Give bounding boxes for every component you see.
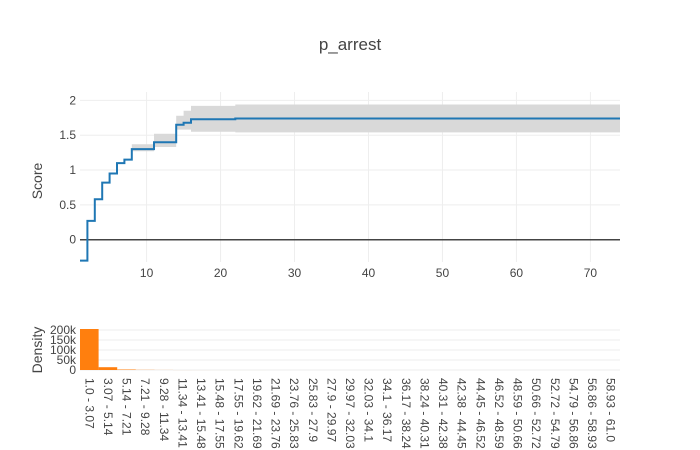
density-bar xyxy=(98,367,118,370)
density-x-tick: 44.45 - 46.52 xyxy=(473,378,487,449)
density-bar xyxy=(80,329,99,370)
score-y-tick: 1.5 xyxy=(59,128,76,142)
density-x-tick: 25.83 - 27.9 xyxy=(306,378,320,442)
density-x-tick: 17.55 - 19.62 xyxy=(231,378,245,449)
density-x-tick: 11.34 - 13.41 xyxy=(175,378,189,448)
density-x-tick: 38.24 - 40.31 xyxy=(418,378,432,449)
score-step-line xyxy=(80,117,620,262)
density-x-tick: 40.31 - 42.38 xyxy=(436,378,450,449)
density-x-tick: 36.17 - 38.24 xyxy=(399,378,413,449)
score-x-tick: 60 xyxy=(510,266,524,280)
density-x-tick: 3.07 - 5.14 xyxy=(101,378,115,436)
density-x-tick: 32.03 - 34.1 xyxy=(362,378,376,442)
score-x-tick: 70 xyxy=(584,266,598,280)
chart-title: p_arrest xyxy=(319,35,382,54)
density-y-tick: 50k xyxy=(57,353,77,367)
density-x-tick: 58.93 - 61.0 xyxy=(604,378,618,442)
density-y-axis-label: Density xyxy=(29,327,45,374)
density-x-tick: 7.21 - 9.28 xyxy=(138,378,152,436)
density-x-tick: 19.62 - 21.69 xyxy=(250,378,264,449)
density-x-tick: 29.97 - 32.03 xyxy=(343,378,357,449)
score-y-tick: 0 xyxy=(69,233,76,247)
density-y-tick: 150k xyxy=(50,333,77,347)
density-x-tick: 27.9 - 29.97 xyxy=(324,378,338,442)
score-x-tick: 10 xyxy=(140,266,154,280)
score-y-tick: 2 xyxy=(69,93,76,107)
score-line-series xyxy=(80,117,620,262)
score-x-tick: 20 xyxy=(214,266,228,280)
density-x-tick: 46.52 - 48.59 xyxy=(492,378,506,449)
score-x-tick: 30 xyxy=(288,266,302,280)
density-bars xyxy=(80,329,267,371)
density-x-tick: 54.79 - 56.86 xyxy=(566,378,580,449)
score-y-tick-labels: 0 0.5 1 1.5 2 xyxy=(59,93,76,246)
score-x-tick: 40 xyxy=(362,266,376,280)
density-x-tick: 34.1 - 36.17 xyxy=(380,378,394,442)
density-x-tick: 23.76 - 25.83 xyxy=(287,378,301,449)
density-x-tick: 5.14 - 7.21 xyxy=(120,378,134,436)
score-x-tick-labels: 10 20 30 40 50 60 70 xyxy=(140,266,598,280)
score-y-tick: 0.5 xyxy=(59,198,76,212)
score-y-tick: 1 xyxy=(69,163,76,177)
density-x-tick: 1.0 - 3.07 xyxy=(82,378,96,429)
density-y-tick: 100k xyxy=(50,343,77,357)
density-x-tick: 42.38 - 44.45 xyxy=(455,378,469,449)
density-y-tick: 200k xyxy=(50,323,77,337)
score-x-tick: 50 xyxy=(436,266,450,280)
density-x-tick: 52.72 - 54.79 xyxy=(548,378,562,449)
density-gridlines xyxy=(80,329,620,371)
score-band-area xyxy=(80,104,620,261)
density-y-tick: 0 xyxy=(69,363,76,377)
density-x-tick: 9.28 - 11.34 xyxy=(157,378,171,441)
density-x-tick: 50.66 - 52.72 xyxy=(529,378,543,449)
score-y-axis-label: Score xyxy=(29,163,45,200)
density-x-tick: 21.69 - 23.76 xyxy=(269,378,283,449)
density-x-tick: 56.86 - 58.93 xyxy=(585,378,599,449)
density-x-tick: 15.48 - 17.55 xyxy=(213,378,227,449)
density-bar xyxy=(117,369,136,370)
score-confidence-band xyxy=(80,104,620,261)
density-x-tick-labels: 1.0 - 3.07 3.07 - 5.14 5.14 - 7.21 7.21 - 9… xyxy=(82,378,617,449)
density-x-tick: 13.41 - 15.48 xyxy=(194,378,208,449)
density-x-tick: 48.59 - 50.66 xyxy=(511,378,525,449)
